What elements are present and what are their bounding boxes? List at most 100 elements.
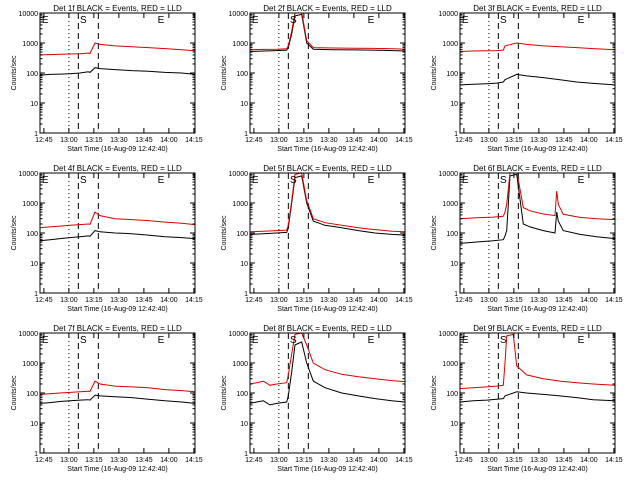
chart-panel-3: Det 3f BLACK = Events, RED = LLD 1 10 100 10… bbox=[431, 4, 623, 153]
y-tick-label: 10 bbox=[450, 261, 458, 268]
x-tick-label: 13:15 bbox=[85, 457, 103, 464]
y-tick-label: 100 bbox=[446, 71, 458, 78]
series-group bbox=[250, 13, 405, 52]
x-tick-label: 12:45 bbox=[245, 297, 263, 304]
x-tick-label: 13:15 bbox=[85, 297, 103, 304]
series-line-events bbox=[460, 73, 615, 86]
x-tick-label: 13:30 bbox=[110, 457, 128, 464]
y-axis-label: Counts/sec bbox=[431, 375, 438, 411]
interval-annotation: E bbox=[578, 175, 585, 186]
plot-frame bbox=[249, 12, 406, 134]
series-line-lld bbox=[250, 333, 405, 386]
series-group bbox=[250, 333, 405, 406]
interval-annotation: E bbox=[158, 335, 165, 346]
chart-panel-7: Det 7f BLACK = Events, RED = LLD 1 10 100 10… bbox=[11, 324, 203, 473]
x-tick-label: 14:15 bbox=[605, 137, 623, 144]
x-tick-label: 14:15 bbox=[185, 297, 203, 304]
series-group bbox=[460, 42, 615, 86]
series-group bbox=[40, 211, 195, 242]
interval-annotation: E bbox=[368, 175, 375, 186]
interval-annotation: E bbox=[252, 335, 259, 346]
interval-annotation: E bbox=[252, 15, 259, 26]
x-tick-label: 13:30 bbox=[110, 137, 128, 144]
y-tick-label: 10 bbox=[450, 101, 458, 108]
x-tick-label: 12:45 bbox=[455, 457, 473, 464]
y-axis-label: Counts/sec bbox=[11, 375, 18, 411]
series-line-events bbox=[460, 391, 615, 403]
x-tick-label: 13:15 bbox=[505, 457, 523, 464]
y-tick-label: 1000 bbox=[22, 361, 38, 368]
series-line-lld bbox=[250, 173, 405, 233]
x-tick-label: 13:00 bbox=[270, 457, 288, 464]
interval-annotation: S bbox=[290, 335, 297, 346]
y-tick-label: 1 bbox=[454, 291, 458, 298]
chart-title: Det 8f BLACK = Events, RED = LLD bbox=[263, 324, 392, 333]
y-tick-label: 10000 bbox=[229, 171, 249, 178]
chart-panel-6: Det 6f BLACK = Events, RED = LLD 1 10 100 10… bbox=[431, 164, 623, 313]
x-tick-label: 13:15 bbox=[295, 457, 313, 464]
x-tick-label: 12:45 bbox=[35, 137, 53, 144]
y-tick-label: 10000 bbox=[19, 171, 39, 178]
x-tick-label: 14:15 bbox=[605, 297, 623, 304]
x-tick-label: 13:15 bbox=[505, 297, 523, 304]
chart-title: Det 9f BLACK = Events, RED = LLD bbox=[473, 324, 602, 333]
x-tick-label: 13:00 bbox=[270, 297, 288, 304]
y-tick-label: 100 bbox=[446, 231, 458, 238]
x-tick-label: 13:45 bbox=[135, 297, 153, 304]
y-tick-label: 100 bbox=[236, 71, 248, 78]
interval-annotation: E bbox=[42, 335, 49, 346]
y-tick-label: 1000 bbox=[22, 41, 38, 48]
x-axis-label: Start Time (16-Aug-09 12:42:40) bbox=[67, 146, 167, 153]
interval-annotation: E bbox=[368, 15, 375, 26]
y-tick-label: 1000 bbox=[22, 201, 38, 208]
x-tick-label: 13:45 bbox=[135, 457, 153, 464]
x-axis-label: Start Time (16-Aug-09 12:42:40) bbox=[67, 306, 167, 313]
x-tick-label: 13:30 bbox=[320, 137, 338, 144]
interval-annotation: E bbox=[462, 15, 469, 26]
y-tick-label: 10000 bbox=[439, 171, 459, 178]
x-tick-label: 12:45 bbox=[35, 457, 53, 464]
chart-title: Det 4f BLACK = Events, RED = LLD bbox=[53, 164, 182, 173]
x-tick-label: 13:00 bbox=[60, 457, 78, 464]
y-tick-label: 10 bbox=[30, 101, 38, 108]
series-line-lld bbox=[40, 42, 195, 56]
x-tick-label: 13:00 bbox=[480, 297, 498, 304]
series-group bbox=[460, 333, 615, 403]
series-line-lld bbox=[40, 211, 195, 229]
chart-title: Det 1f BLACK = Events, RED = LLD bbox=[53, 4, 182, 13]
interval-annotation: S bbox=[290, 15, 297, 26]
x-tick-label: 13:00 bbox=[60, 137, 78, 144]
series-line-events bbox=[460, 173, 615, 244]
x-axis-label: Start Time (16-Aug-09 12:42:40) bbox=[487, 306, 587, 313]
x-tick-label: 13:30 bbox=[320, 457, 338, 464]
y-tick-label: 10 bbox=[450, 421, 458, 428]
x-tick-label: 14:00 bbox=[580, 137, 598, 144]
x-tick-label: 12:45 bbox=[455, 297, 473, 304]
x-tick-label: 14:15 bbox=[185, 457, 203, 464]
interval-annotation: S bbox=[500, 15, 507, 26]
y-tick-label: 1 bbox=[34, 291, 38, 298]
interval-annotation: E bbox=[368, 335, 375, 346]
y-axis-label: Counts/sec bbox=[431, 55, 438, 91]
y-tick-label: 1000 bbox=[232, 41, 248, 48]
chart-panel-9: Det 9f BLACK = Events, RED = LLD 1 10 100 10… bbox=[431, 324, 623, 473]
y-tick-label: 100 bbox=[26, 71, 38, 78]
y-tick-label: 100 bbox=[446, 391, 458, 398]
y-axis-label: Counts/sec bbox=[11, 215, 18, 251]
x-tick-label: 14:00 bbox=[160, 297, 178, 304]
interval-annotation: S bbox=[500, 335, 507, 346]
y-tick-label: 1 bbox=[454, 451, 458, 458]
x-axis-label: Start Time (16-Aug-09 12:42:40) bbox=[67, 466, 167, 473]
x-tick-label: 13:30 bbox=[530, 137, 548, 144]
x-tick-label: 13:45 bbox=[555, 137, 573, 144]
x-axis-label: Start Time (16-Aug-09 12:42:40) bbox=[277, 306, 377, 313]
y-tick-label: 10000 bbox=[439, 331, 459, 338]
x-axis-label: Start Time (16-Aug-09 12:42:40) bbox=[487, 146, 587, 153]
x-tick-label: 13:30 bbox=[530, 297, 548, 304]
x-tick-label: 14:00 bbox=[370, 457, 388, 464]
interval-annotation: S bbox=[80, 335, 87, 346]
chart-panel-1: Det 1f BLACK = Events, RED = LLD 1 10 100 10… bbox=[11, 4, 203, 153]
x-tick-label: 13:45 bbox=[555, 457, 573, 464]
interval-annotation: S bbox=[80, 15, 87, 26]
chart-title: Det 5f BLACK = Events, RED = LLD bbox=[263, 164, 392, 173]
